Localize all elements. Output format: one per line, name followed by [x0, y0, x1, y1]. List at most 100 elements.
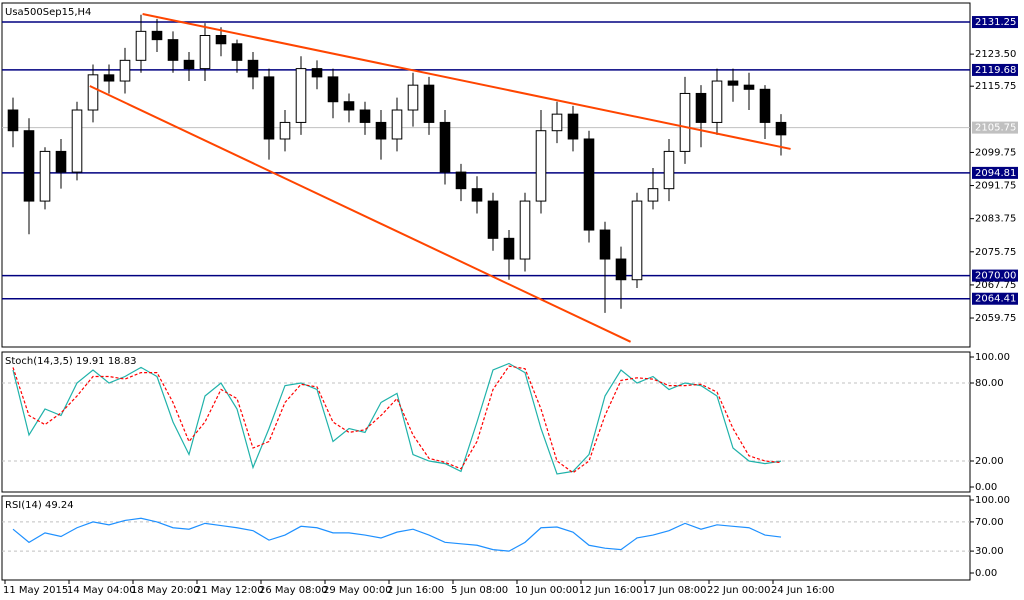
candle-body	[759, 88, 771, 123]
x-tick-label: 24 Jun 16:00	[771, 585, 835, 596]
x-tick-label: 26 May 08:00	[259, 585, 328, 596]
candle-body	[183, 59, 195, 70]
candle-body	[231, 43, 243, 61]
candle-body	[535, 130, 547, 202]
candle-body	[519, 200, 531, 260]
current-price-box	[972, 121, 1018, 134]
y-tick-label: 2059.75	[975, 313, 1016, 324]
level-box	[972, 63, 1018, 76]
candle-body	[647, 188, 659, 202]
candle-body	[167, 39, 179, 61]
candle-body	[551, 113, 563, 132]
y-tick-label: 2115.75	[975, 81, 1016, 92]
x-tick-label: 21 May 12:00	[195, 585, 264, 596]
candle-body	[775, 121, 787, 136]
candle-body	[631, 200, 643, 281]
indicator-line	[12, 517, 782, 552]
y-tick-label: 2083.75	[975, 214, 1016, 225]
indicator-title: Stoch(14,3,5) 19.91 18.83	[5, 356, 136, 367]
candle-body	[615, 258, 627, 281]
candle-body	[135, 30, 147, 61]
x-tick-label: 5 Jun 08:00	[451, 585, 508, 596]
candle-body	[727, 80, 739, 86]
candle-body	[199, 34, 211, 70]
candle-body	[151, 30, 163, 41]
y-tick-label: 2091.75	[975, 181, 1016, 192]
candle-body	[567, 113, 579, 140]
candle-body	[359, 109, 371, 123]
indicator-line	[12, 362, 782, 475]
current-price-label: 2105.75	[975, 123, 1016, 134]
y-tick-label: 2067.75	[975, 280, 1016, 291]
candle-body	[423, 84, 435, 123]
panel-frame	[1, 495, 971, 581]
x-tick-label: 10 Jun 00:00	[515, 585, 579, 596]
indicator-title: RSI(14) 49.24	[5, 500, 74, 511]
candle-body	[663, 150, 675, 190]
candle-body	[263, 76, 275, 140]
y-tick-label: 2123.50	[975, 49, 1016, 60]
y-tick-label: 100.00	[975, 495, 1010, 506]
x-tick-label: 29 May 00:00	[323, 585, 392, 596]
candle-body	[487, 200, 499, 239]
y-tick-label: 0.00	[975, 568, 997, 579]
candle-body	[311, 68, 323, 78]
candle-body	[599, 229, 611, 260]
candle-body	[391, 109, 403, 140]
y-tick-label: 80.00	[975, 378, 1004, 389]
candle-body	[247, 59, 259, 78]
x-tick-label: 22 Jun 00:00	[707, 585, 771, 596]
candle-body	[711, 80, 723, 123]
candle-body	[439, 121, 451, 173]
level-box	[972, 16, 1018, 29]
candle-body	[39, 150, 51, 202]
trendline	[89, 85, 632, 343]
candle-body	[583, 138, 595, 231]
candle-body	[343, 101, 355, 111]
candle-body	[119, 59, 131, 82]
level-box	[972, 292, 1018, 305]
trendline	[142, 12, 791, 150]
candle-body	[55, 150, 67, 173]
y-tick-label: 0.00	[975, 482, 997, 493]
candle-body	[375, 121, 387, 140]
y-tick-label: 20.00	[975, 456, 1004, 467]
level-label: 2064.41	[975, 294, 1016, 305]
level-label: 2070.00	[975, 271, 1016, 282]
candle-body	[215, 34, 227, 45]
candle-body	[471, 188, 483, 202]
candle-body	[279, 121, 291, 140]
candle-body	[71, 109, 83, 173]
candle-body	[103, 74, 115, 82]
candle-body	[455, 171, 467, 190]
level-box	[972, 166, 1018, 179]
y-tick-label: 2075.75	[975, 247, 1016, 258]
panel-frame	[1, 2, 971, 348]
candle-body	[695, 92, 707, 123]
x-tick-label: 11 May 2015	[3, 585, 68, 596]
candle-body	[7, 109, 19, 132]
candle-body	[327, 76, 339, 103]
y-tick-label: 2099.75	[975, 147, 1016, 158]
candle-body	[743, 84, 755, 90]
y-tick-label: 30.00	[975, 546, 1004, 557]
y-tick-label: 100.00	[975, 352, 1010, 363]
x-tick-label: 17 Jun 08:00	[643, 585, 707, 596]
candle-body	[679, 92, 691, 152]
level-label: 2119.68	[975, 65, 1016, 76]
y-tick-label: 70.00	[975, 517, 1004, 528]
level-label: 2131.25	[975, 17, 1016, 28]
x-tick-label: 2 Jun 16:00	[387, 585, 444, 596]
x-tick-label: 18 May 20:00	[131, 585, 200, 596]
level-box	[972, 269, 1018, 282]
candle-body	[407, 84, 419, 111]
candle-body	[503, 237, 515, 260]
candle-body	[87, 74, 99, 111]
panel-frame	[1, 351, 971, 493]
indicator-title: Usa500Sep15,H4	[5, 7, 91, 18]
candle-body	[295, 68, 307, 123]
x-tick-label: 12 Jun 16:00	[579, 585, 643, 596]
candle-body	[23, 130, 35, 202]
